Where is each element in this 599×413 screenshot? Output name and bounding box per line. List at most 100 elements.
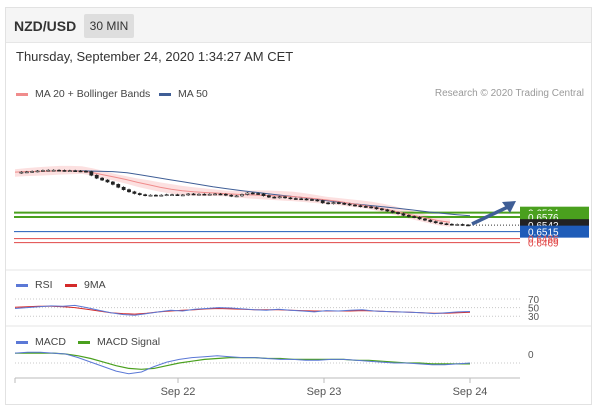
candle-body [283, 196, 287, 199]
candle-body [331, 202, 336, 204]
x-tick-label-Sep-22: Sep 22 [161, 386, 196, 398]
candle-body [175, 194, 180, 196]
candle-body [299, 198, 304, 201]
macd-signal-line [15, 352, 470, 370]
candle-body [191, 193, 196, 196]
legend-ma20-label: MA 20 + Bollinger Bands [35, 88, 151, 100]
candle-body [374, 207, 379, 210]
candle-body [62, 170, 67, 172]
candle-body [449, 223, 454, 226]
macd-line [14, 351, 471, 375]
candle-body [164, 194, 169, 196]
candle-body [256, 193, 261, 195]
legend-macd-label: MACD [35, 336, 66, 348]
price-label-box-0.6515 [520, 225, 589, 238]
rsi-ma-line [14, 305, 471, 315]
ma50-line [70, 170, 471, 217]
candle-body [385, 209, 390, 212]
candle-body [406, 215, 411, 217]
candle-body [143, 194, 148, 196]
candle-body [245, 192, 250, 195]
price-label-0.6576: 0.6576 [528, 213, 559, 224]
candle-body [94, 174, 99, 179]
candle-body [347, 203, 352, 206]
candle-body [315, 199, 320, 202]
candle-body [444, 223, 449, 226]
candle-body [369, 206, 374, 209]
candle-body [428, 219, 433, 222]
candle-body [121, 186, 126, 190]
legend-rsi-ma-label: 9MA [84, 279, 106, 291]
candle-body [100, 177, 104, 181]
candle-body [320, 200, 325, 204]
candle-body [466, 224, 470, 227]
candle-body [51, 169, 56, 172]
rsi-tick-70: 70 [528, 295, 540, 306]
candle-body [223, 193, 228, 196]
candle-body [19, 171, 24, 174]
rsi-swatch [16, 283, 28, 287]
candle-body [41, 170, 45, 172]
candle-body [267, 195, 271, 198]
price-label-0.6486: 0.6486 [528, 235, 559, 246]
legend-rsi-ma: 9MA [65, 279, 106, 291]
rsi-line [14, 304, 471, 316]
ma20-swatch [16, 92, 28, 96]
candle-body [423, 218, 427, 221]
candle-body [137, 193, 142, 195]
candle-body [30, 171, 35, 173]
candle-body [213, 193, 217, 196]
candle-body [326, 202, 330, 205]
candle-body [310, 199, 314, 201]
candle-body [363, 206, 368, 208]
candle-body [154, 194, 158, 197]
candle-body [358, 205, 363, 208]
candle-body [207, 193, 212, 196]
candle-body [342, 203, 347, 205]
legend-rsi: RSI [16, 279, 53, 291]
candle-body [433, 221, 438, 224]
candle-body [353, 204, 357, 207]
candle-body [336, 202, 341, 204]
macd-tick-0: 0 [528, 350, 534, 361]
candle-body [288, 197, 293, 200]
candle-body [412, 216, 417, 218]
candle-body [202, 193, 207, 196]
legend-ma50: MA 50 [159, 88, 208, 100]
legend-macd-signal-label: MACD Signal [97, 336, 161, 348]
x-tick-label-Sep-23: Sep 23 [307, 386, 342, 398]
candle-body [390, 210, 395, 213]
candle-body [180, 194, 185, 197]
macd-signal-swatch [78, 340, 90, 344]
rsi-tick-30: 30 [528, 312, 540, 323]
forecast-arrow-head [502, 201, 516, 213]
candle-body [24, 171, 29, 174]
currency-pair-title: NZD/USD [14, 18, 77, 34]
candle-body [67, 170, 72, 172]
candle-body [197, 193, 201, 196]
candle-body [73, 170, 78, 172]
candle-body [304, 198, 309, 201]
legend-macd: MACD [16, 336, 66, 348]
price-label-0.6469: 0.6469 [528, 239, 559, 250]
legend-ma20: MA 20 + Bollinger Bands [16, 88, 150, 100]
rsi-tick-50: 50 [528, 304, 540, 315]
candle-body [110, 181, 115, 185]
forecast-arrow [471, 203, 513, 226]
candle-body [132, 191, 137, 194]
candle-body [148, 194, 153, 197]
timeframe-button[interactable]: 30 MIN [84, 14, 134, 38]
candle-body [234, 195, 239, 198]
candle-body [396, 212, 400, 214]
candle-body [250, 192, 255, 195]
legend-rsi-label: RSI [35, 279, 53, 291]
candle-body [455, 224, 460, 226]
rsi-ma-swatch [65, 283, 77, 287]
candle-body [272, 196, 277, 199]
candle-body [78, 170, 83, 173]
candle-body [89, 171, 94, 176]
candle-body [277, 196, 282, 199]
candle-body [105, 179, 110, 183]
candle-body [46, 169, 51, 172]
